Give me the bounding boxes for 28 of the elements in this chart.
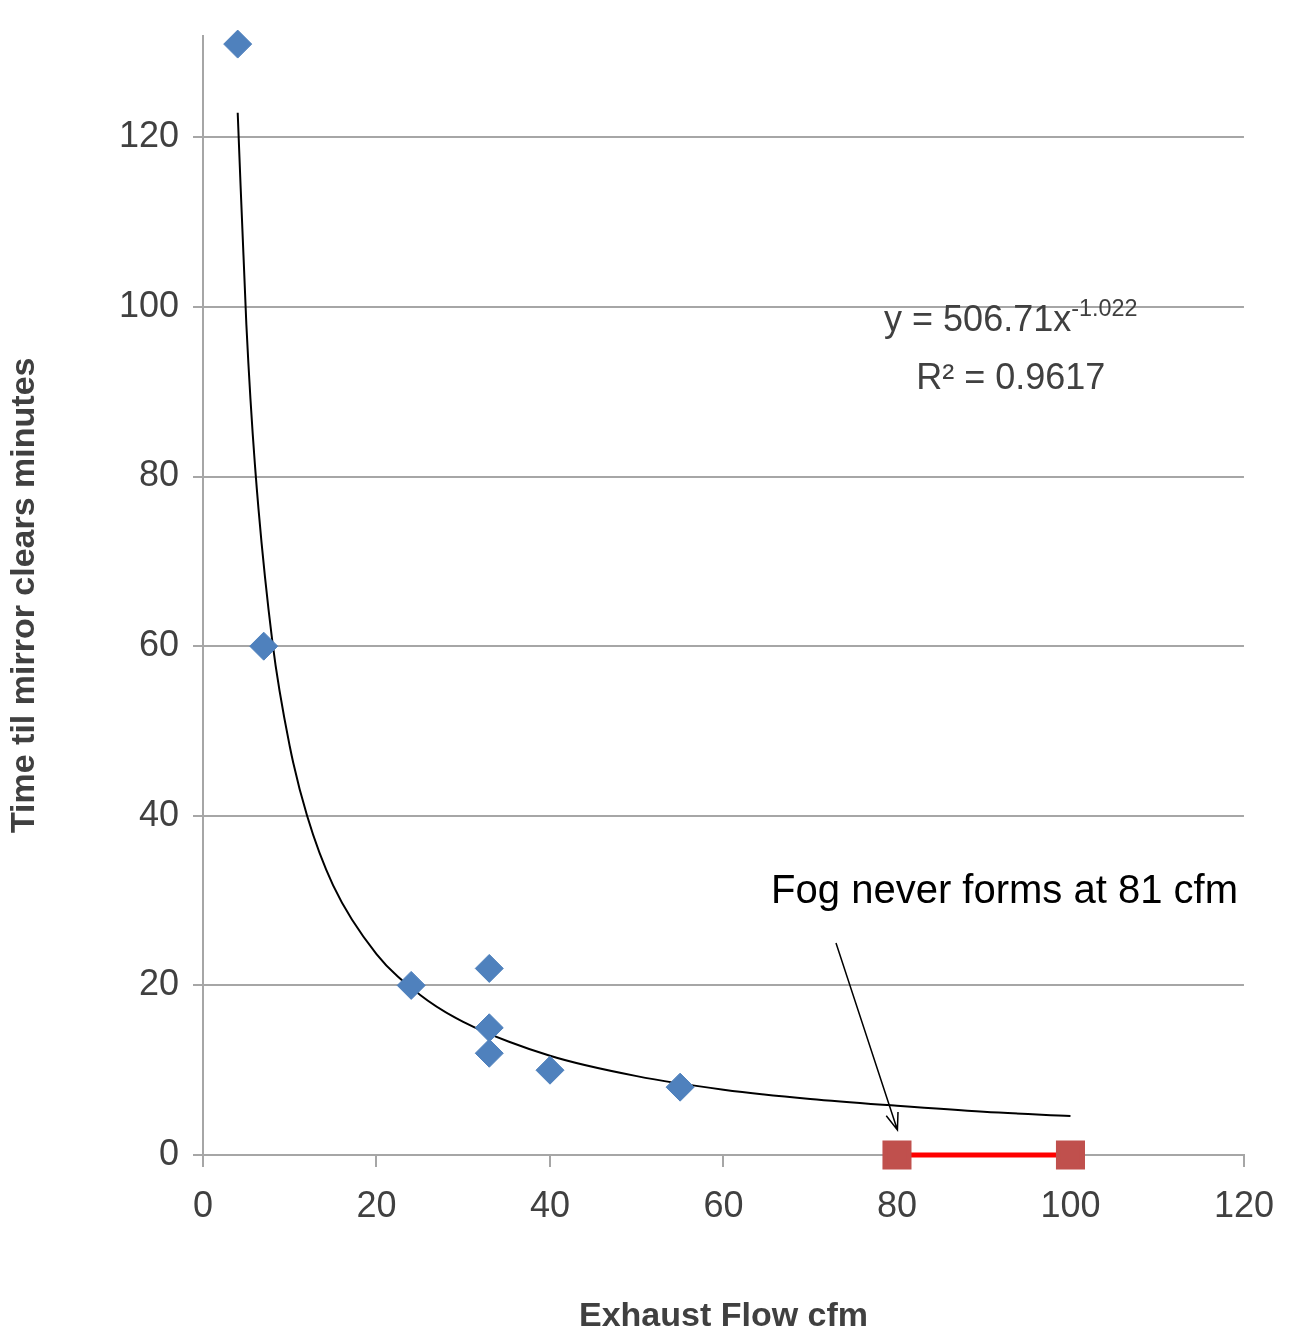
x-tick-label: 120 [1213,1183,1275,1225]
x-tick-label: 40 [529,1183,571,1225]
point [535,1055,565,1085]
y-tick-label: 20 [138,962,179,1004]
point [474,953,504,983]
x-tick-label: 100 [1040,1183,1101,1225]
point [474,1013,504,1043]
point [665,1072,695,1102]
y-tick-label: 80 [138,453,179,495]
point [396,970,426,1000]
annotation: Fog never forms at 81 cfm [771,867,1238,912]
y-tick-label: 100 [118,283,179,325]
x-tick-label: 20 [356,1183,397,1225]
point [474,1038,504,1068]
point [1055,1140,1085,1170]
y-tick-label: 120 [118,114,179,156]
point [882,1140,912,1170]
x-tick-label: 60 [703,1183,744,1225]
y-tick-label: 60 [138,623,179,665]
annotation: R² = 0.9617 [916,355,1106,397]
point [249,631,279,661]
y-tick-label: 0 [158,1131,179,1173]
x-tick-label: 0 [192,1183,214,1225]
y-axis-title: Time til mirror clears minutes [2,357,41,834]
x-tick-label: 80 [876,1183,917,1225]
point [223,29,253,59]
y-tick-label: 40 [138,792,179,834]
x-axis-title: Exhaust Flow cfm [578,1294,869,1333]
